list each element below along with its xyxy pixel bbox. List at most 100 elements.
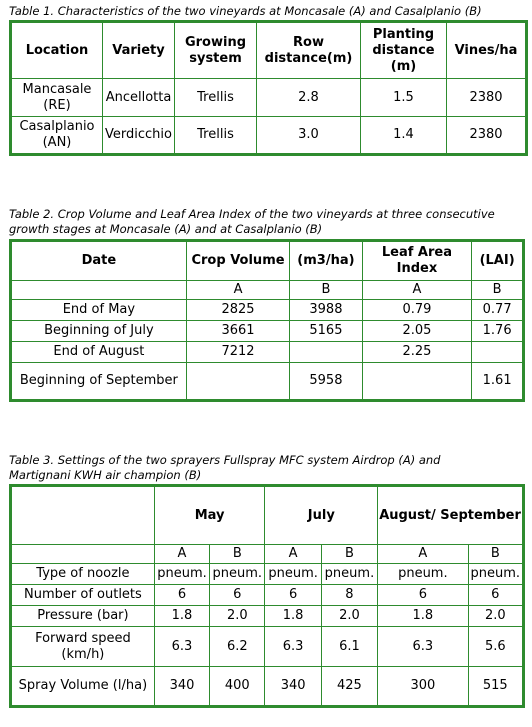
table-cell: 8 <box>320 584 379 606</box>
table-cell: pneum. <box>264 563 322 585</box>
table2-subheader-cell: A <box>361 280 473 300</box>
table1: Location Variety Growing system Row dist… <box>9 20 528 156</box>
table-cell: Mancasale (RE) <box>10 78 103 117</box>
table-cell: Ancellotta <box>102 78 175 117</box>
table1-header-cell: Location <box>10 21 103 79</box>
table-cell <box>10 485 155 545</box>
table-cell: 2.25 <box>361 341 473 363</box>
table2: Date Crop Volume (m3/ha) Leaf Area Index… <box>9 239 525 402</box>
table2-subheader-cell: A <box>185 280 291 300</box>
table2-header-row: Date Crop Volume (m3/ha) Leaf Area Index… <box>10 240 524 281</box>
table1-header-row: Location Variety Growing system Row dist… <box>10 21 527 79</box>
table2-header-cell: Crop Volume <box>185 240 291 281</box>
table-cell: 5.6 <box>467 626 525 667</box>
table-row: Beginning of July 3661 5165 2.05 1.76 <box>10 320 524 342</box>
table-cell: Spray Volume (l/ha) <box>10 666 155 707</box>
table2-subheader-row: A B A B <box>10 280 524 300</box>
table2-header-cell: Leaf Area Index <box>361 240 473 281</box>
table1-header-cell: Vines/ha <box>446 21 527 79</box>
table-cell: 1.5 <box>360 78 447 117</box>
table-cell: 5958 <box>289 362 363 401</box>
table-cell: Beginning of September <box>10 362 187 401</box>
table-cell: Casalplanio (AN) <box>10 116 103 155</box>
table-cell: 7212 <box>185 341 291 363</box>
table3-subheader-cell: A <box>264 544 322 564</box>
table-row: End of May 2825 3988 0.79 0.77 <box>10 299 524 321</box>
table-cell: 6.3 <box>264 626 322 667</box>
table3-subheader-cell: B <box>209 544 266 564</box>
table-cell: 6 <box>153 584 211 606</box>
table-cell: 6.1 <box>320 626 379 667</box>
table-cell <box>10 280 187 300</box>
table3-subheader-cell: A <box>377 544 469 564</box>
table-cell: 400 <box>209 666 266 707</box>
table-cell: Verdicchio <box>102 116 175 155</box>
table-cell: 2.05 <box>361 320 473 342</box>
table-cell <box>10 544 155 564</box>
table-cell <box>185 362 291 401</box>
table-cell: 1.4 <box>360 116 447 155</box>
table-cell: Trellis <box>174 78 257 117</box>
table-row: Casalplanio (AN) Verdicchio Trellis 3.0 … <box>10 116 527 155</box>
table-row: Forward speed (km/h) 6.3 6.2 6.3 6.1 6.3… <box>10 626 525 667</box>
table-cell: 1.8 <box>153 605 211 627</box>
table2-subheader-cell: B <box>289 280 363 300</box>
table3-header-cell: August/ September <box>377 485 524 545</box>
table-cell: Beginning of July <box>10 320 187 342</box>
table2-header-cell: (m3/ha) <box>289 240 363 281</box>
table-cell: Pressure (bar) <box>10 605 155 627</box>
table-cell: 340 <box>264 666 322 707</box>
table-cell: Forward speed (km/h) <box>10 626 155 667</box>
table-cell: 6.3 <box>377 626 469 667</box>
table-cell: 515 <box>467 666 525 707</box>
table2-header-cell: Date <box>10 240 187 281</box>
table-row: Number of outlets 6 6 6 8 6 6 <box>10 584 525 606</box>
table1-header-cell: Variety <box>102 21 175 79</box>
table-cell: End of August <box>10 341 187 363</box>
table2-subheader-cell: B <box>471 280 524 300</box>
table-cell: 2.0 <box>320 605 379 627</box>
table1-caption: Table 1. Characteristics of the two vine… <box>9 4 482 18</box>
table3-subheader-cell: B <box>467 544 525 564</box>
table3-subheader-cell: A <box>153 544 211 564</box>
table-cell: 300 <box>377 666 469 707</box>
table3: May July August/ September A B A B A B T… <box>9 484 525 708</box>
table1-header-cell: Row distance(m) <box>256 21 361 79</box>
table-row: Beginning of September 5958 1.61 <box>10 362 524 401</box>
table-cell: pneum. <box>209 563 266 585</box>
table-row: Spray Volume (l/ha) 340 400 340 425 300 … <box>10 666 525 707</box>
table-cell: 0.77 <box>471 299 524 321</box>
table-cell: 425 <box>320 666 379 707</box>
table2-header-cell: (LAI) <box>471 240 524 281</box>
table1-header-cell: Growing system <box>174 21 257 79</box>
table-cell: 6 <box>377 584 469 606</box>
table-cell: 2380 <box>446 116 527 155</box>
table-row: End of August 7212 2.25 <box>10 341 524 363</box>
table-row: Pressure (bar) 1.8 2.0 1.8 2.0 1.8 2.0 <box>10 605 525 627</box>
table-cell: 2.0 <box>467 605 525 627</box>
table-cell: 3661 <box>185 320 291 342</box>
table-cell: 2.0 <box>209 605 266 627</box>
table-cell: 340 <box>153 666 211 707</box>
table-cell: 6.2 <box>209 626 266 667</box>
table3-subheader-row: A B A B A B <box>10 544 525 564</box>
table-cell: End of May <box>10 299 187 321</box>
table-row: Mancasale (RE) Ancellotta Trellis 2.8 1.… <box>10 78 527 117</box>
table-cell: 1.76 <box>471 320 524 342</box>
table3-header-cell: May <box>153 485 266 545</box>
table-cell: Number of outlets <box>10 584 155 606</box>
table-cell: pneum. <box>153 563 211 585</box>
table-cell: 2380 <box>446 78 527 117</box>
table-cell: 1.8 <box>377 605 469 627</box>
table3-caption: Table 3. Settings of the two sprayers Fu… <box>9 453 441 482</box>
table-cell <box>289 341 363 363</box>
table-cell <box>471 341 524 363</box>
table-cell: pneum. <box>320 563 379 585</box>
table3-subheader-cell: B <box>320 544 379 564</box>
table-cell <box>361 362 473 401</box>
table3-header-row: May July August/ September <box>10 485 524 545</box>
table-cell: 6.3 <box>153 626 211 667</box>
table-cell: 6 <box>264 584 322 606</box>
table1-header-cell: Planting distance (m) <box>360 21 447 79</box>
table-cell: 1.61 <box>471 362 524 401</box>
